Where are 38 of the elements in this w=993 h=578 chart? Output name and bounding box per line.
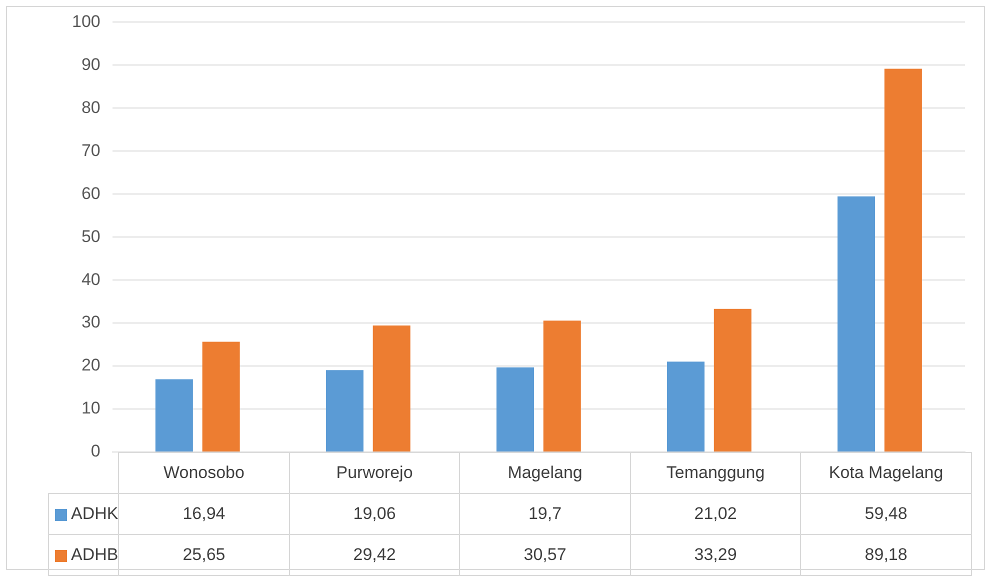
bar [372,326,410,452]
data-label: 59,48 [800,494,972,534]
bar [884,68,922,452]
data-label: 89,18 [800,534,972,576]
x-tick-label: Kota Magelang [800,452,972,494]
x-tick-label: Temanggung [630,452,801,494]
bar [202,342,240,452]
data-label: 29,42 [289,534,460,576]
bar [326,370,364,452]
y-tick-label: 0 [90,442,100,461]
x-tick-label: Magelang [460,452,630,494]
bar [838,196,876,452]
y-tick-label: 60 [81,184,100,203]
y-tick-label: 30 [81,312,100,332]
data-label: 19,06 [289,494,460,534]
y-tick-label: 50 [81,226,100,246]
data-label: 30,57 [460,534,630,576]
x-tick-label: Purworejo [289,452,460,494]
legend-label: ADHB [48,534,119,576]
legend-label: ADHK [48,494,119,534]
y-tick-label: 100 [72,12,100,31]
y-tick-label: 90 [81,54,100,74]
bar [667,362,705,452]
data-label: 19,7 [460,494,630,534]
bar [496,367,534,452]
y-tick-label: 70 [81,140,100,160]
bar [543,320,581,452]
bar [155,379,193,452]
y-tick-label: 10 [81,398,100,418]
data-label: 16,94 [118,494,290,534]
data-label: 33,29 [630,534,801,576]
data-label: 21,02 [630,494,801,534]
x-tick-label: Wonosobo [118,452,290,494]
bar [714,308,752,452]
y-tick-label: 20 [81,356,100,375]
data-label: 25,65 [118,534,290,576]
y-tick-label: 40 [81,270,100,289]
y-tick-label: 80 [81,98,100,117]
